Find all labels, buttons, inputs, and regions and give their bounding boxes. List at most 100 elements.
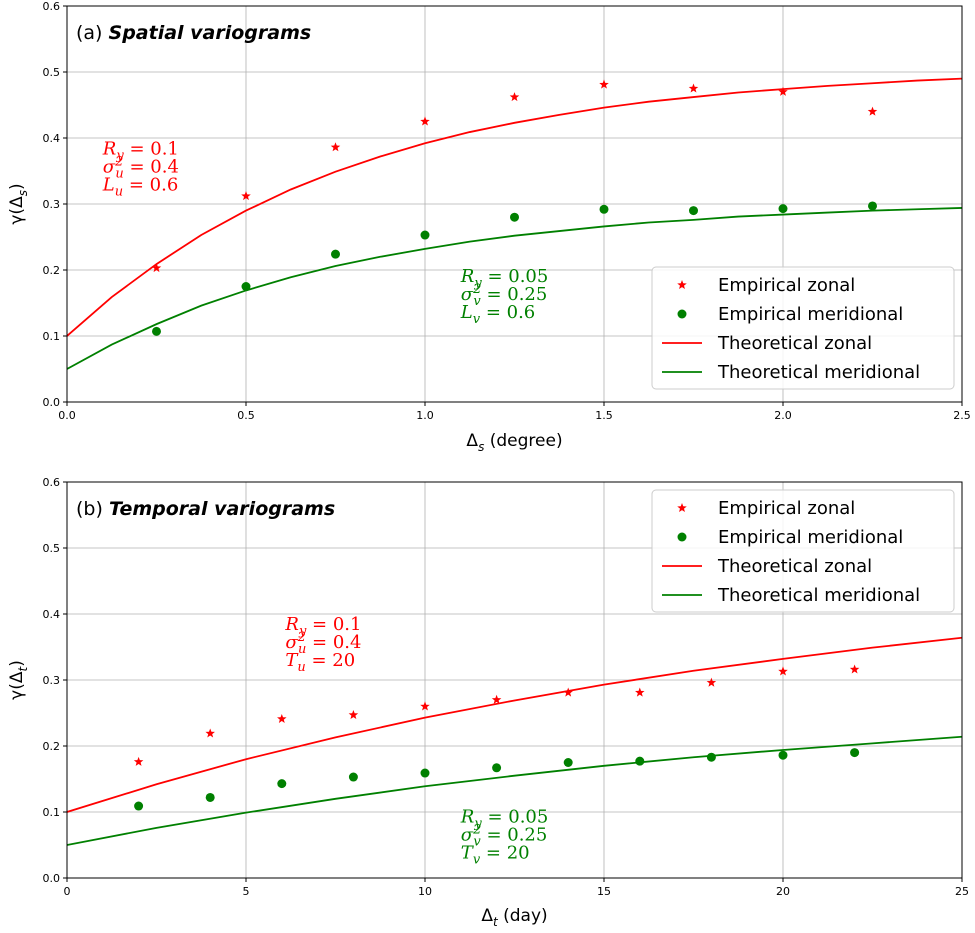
point-empirical-meridional xyxy=(778,204,788,214)
temporal-variogram-panel: 0 5 10 15 20 25 0.0 0.1 0.2 0.3 0.4 0.5 0.6 (b) Tempo… xyxy=(7,476,969,929)
x-axis-label: Δs (degree) xyxy=(466,431,562,454)
point-empirical-zonal xyxy=(133,756,144,766)
x-tick-label: 0 xyxy=(64,885,71,898)
annotation-line: Ry = 0.05 xyxy=(460,266,549,291)
point-empirical-meridional xyxy=(331,249,340,259)
annotation-line: Tv = 20 xyxy=(461,843,530,868)
axes-frame xyxy=(66,5,963,403)
point-empirical-meridional xyxy=(850,748,860,758)
annotation-line: Ry = 0.1 xyxy=(102,139,179,164)
point-empirical-meridional xyxy=(134,801,144,811)
point-empirical-zonal xyxy=(151,263,162,273)
y-tick-label: 0.6 xyxy=(43,476,61,489)
legend-label: Theoretical zonal xyxy=(717,333,872,354)
x-tick-label: 20 xyxy=(776,885,790,898)
parameter-annotation: Ry = 0.1σ2 u = 0.4Lu = 0.6 xyxy=(102,139,179,200)
y-tick-label: 0.5 xyxy=(43,542,61,555)
y-tick-label: 0.6 xyxy=(43,0,61,13)
y-tick-label: 0.1 xyxy=(43,330,61,343)
legend-label: Empirical meridional xyxy=(718,304,903,325)
legend-marker-star xyxy=(677,503,687,513)
y-tick-label: 0.5 xyxy=(43,66,61,79)
point-empirical-zonal xyxy=(688,83,699,93)
legend: Empirical zonal Empirical meridional Theor… xyxy=(651,266,955,390)
point-empirical-meridional xyxy=(241,282,251,291)
point-empirical-zonal xyxy=(635,687,645,697)
y-tick-label: 0.2 xyxy=(43,264,61,277)
x-tick-label: 0.5 xyxy=(237,409,255,422)
point-empirical-zonal xyxy=(420,701,430,711)
y-tick-label: 0.1 xyxy=(43,806,61,819)
point-empirical-meridional xyxy=(205,792,215,802)
annotation-line: σ2 u = 0.4 xyxy=(285,630,361,657)
point-empirical-meridional xyxy=(563,758,573,767)
point-empirical-meridional xyxy=(689,206,698,216)
y-tick-label: 0.0 xyxy=(43,872,61,885)
legend-label: Empirical meridional xyxy=(718,527,903,548)
x-axis-label: Δt (day) xyxy=(481,906,547,929)
annotation-line: σ2 v = 0.25 xyxy=(461,282,548,309)
annotation-line: Tu = 20 xyxy=(285,650,355,675)
legend-label: Empirical zonal xyxy=(718,275,855,296)
y-tick-label: 0.4 xyxy=(43,132,61,145)
y-axis-label: γ(Δs) xyxy=(7,183,30,224)
annotation-line: Ry = 0.1 xyxy=(284,614,361,639)
legend-marker-circle xyxy=(677,532,687,542)
x-tick-label: 1.5 xyxy=(595,409,613,422)
point-empirical-meridional xyxy=(599,204,609,214)
parameter-annotation: Ry = 0.1σ2 u = 0.4Tu = 20 xyxy=(284,614,361,675)
annotation-line: σ2 v = 0.25 xyxy=(461,823,548,850)
panel-title: (b) Temporal variograms xyxy=(76,498,335,520)
point-empirical-zonal xyxy=(706,677,717,687)
plot-area xyxy=(67,77,962,370)
annotation-line: Ry = 0.05 xyxy=(460,807,549,832)
point-empirical-meridional xyxy=(706,752,716,762)
x-tick-label: 2.5 xyxy=(953,409,971,422)
x-tick-label: 2.0 xyxy=(774,409,792,422)
point-empirical-meridional xyxy=(510,212,519,222)
annotation-line: σ2 u = 0.4 xyxy=(103,155,179,182)
x-tick-label: 1.0 xyxy=(416,409,434,422)
point-empirical-zonal xyxy=(778,666,788,676)
y-tick-label: 0.0 xyxy=(43,396,61,409)
x-tick-label: 15 xyxy=(597,885,611,898)
panel-title: (a) Spatial variograms xyxy=(76,22,311,44)
point-empirical-zonal xyxy=(867,106,878,116)
legend-marker-star xyxy=(677,280,687,290)
legend-label: Theoretical zonal xyxy=(717,556,872,577)
point-empirical-meridional xyxy=(778,750,788,760)
x-tick-label: 10 xyxy=(418,885,432,898)
annotation-line: Lu = 0.6 xyxy=(102,175,178,200)
point-empirical-meridional xyxy=(420,768,430,778)
point-empirical-zonal xyxy=(849,664,860,674)
annotation-line: Lv = 0.6 xyxy=(460,302,535,327)
point-empirical-zonal xyxy=(277,713,287,723)
point-empirical-zonal xyxy=(491,694,502,704)
y-tick-label: 0.3 xyxy=(43,674,61,687)
point-empirical-meridional xyxy=(420,230,430,240)
point-empirical-zonal xyxy=(509,92,520,102)
point-empirical-zonal xyxy=(348,709,359,720)
plot-area xyxy=(67,636,962,846)
point-empirical-meridional xyxy=(492,763,502,773)
point-empirical-zonal xyxy=(563,687,573,697)
series-line-theoretical-zonal xyxy=(67,636,962,813)
point-empirical-zonal xyxy=(241,191,251,201)
point-empirical-meridional xyxy=(868,201,877,211)
point-empirical-zonal xyxy=(420,116,430,126)
y-axis-label: γ(Δt) xyxy=(7,660,30,700)
point-empirical-zonal xyxy=(778,86,788,96)
point-empirical-zonal xyxy=(330,142,341,152)
y-tick-label: 0.2 xyxy=(43,740,61,753)
series-line-theoretical-meridional xyxy=(67,207,962,370)
series-line-theoretical-meridional xyxy=(67,735,962,846)
y-tick-label: 0.4 xyxy=(43,608,61,621)
legend-label: Empirical zonal xyxy=(718,498,855,519)
legend-label: Theoretical meridional xyxy=(717,585,920,606)
point-empirical-meridional xyxy=(348,772,358,782)
y-tick-label: 0.3 xyxy=(43,198,61,211)
axes-frame xyxy=(66,481,963,879)
